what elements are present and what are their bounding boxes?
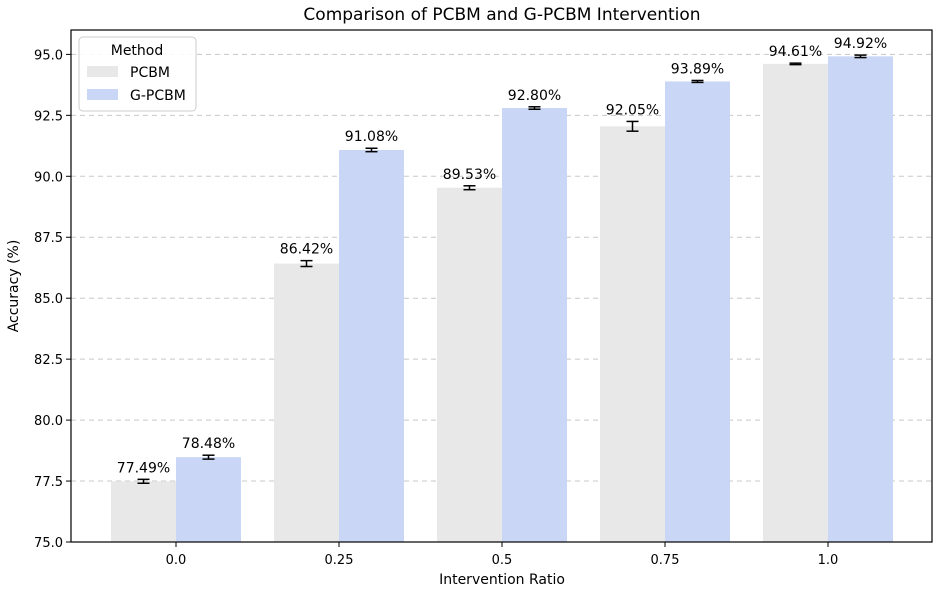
legend-title: Method: [111, 43, 164, 59]
y-axis-title: Accuracy (%): [6, 240, 22, 333]
bar-g-pcbm: [828, 56, 893, 543]
x-axis: 0.0 0.25 0.5 0.75 1.0: [166, 542, 839, 568]
y-tick-label: 75.0: [34, 536, 63, 551]
chart-title: Comparison of PCBM and G-PCBM Interventi…: [303, 5, 700, 25]
error-bar-pcbm: [789, 62, 802, 66]
bar-pcbm: [274, 263, 339, 542]
y-tick-label: 85.0: [34, 292, 63, 307]
x-axis-title: Intervention Ratio: [439, 572, 565, 588]
y-tick-label: 90.0: [34, 170, 63, 185]
bar-pcbm: [763, 63, 828, 542]
bar-g-pcbm: [339, 149, 404, 542]
y-axis: 75.0 77.5 80.0 82.5 85.0 87.5 90.0 92.5 95.0: [34, 48, 71, 551]
error-bar-g-pcbm: [365, 147, 378, 153]
error-bar-pcbm: [137, 478, 150, 484]
legend-swatch-pcbm: [87, 66, 118, 77]
y-tick-label: 82.5: [34, 353, 63, 368]
error-bar-pcbm: [300, 259, 313, 268]
data-label-g-pcbm: 92.80%: [508, 88, 561, 104]
y-tick-label: 92.5: [34, 109, 63, 124]
x-tick-label: 0.75: [651, 553, 680, 568]
data-label-pcbm: 77.49%: [117, 460, 170, 476]
y-tick-label: 95.0: [34, 48, 63, 63]
y-tick-label: 80.0: [34, 414, 63, 429]
error-bars: [137, 54, 867, 484]
error-bar-g-pcbm: [854, 54, 867, 59]
bar-g-pcbm: [502, 108, 567, 543]
error-bar-pcbm: [626, 120, 639, 132]
bar-pcbm: [111, 481, 176, 542]
bar-pcbm: [600, 126, 665, 543]
error-bar-pcbm: [463, 185, 476, 191]
error-bar-g-pcbm: [202, 454, 215, 460]
x-tick-label: 0.0: [166, 553, 187, 568]
bar-pcbm: [437, 187, 502, 543]
data-label-g-pcbm: 91.08%: [345, 129, 398, 145]
x-tick-label: 0.25: [325, 553, 354, 568]
data-label-pcbm: 94.61%: [769, 44, 822, 60]
data-labels: 77.49% 86.42% 89.53% 92.05% 94.61% 78.48% 91.0…: [117, 36, 887, 476]
legend-swatch-g-pcbm: [87, 89, 118, 100]
legend-label-pcbm: PCBM: [130, 65, 170, 81]
data-label-g-pcbm: 94.92%: [834, 36, 887, 52]
error-bar-g-pcbm: [528, 106, 541, 110]
error-bar-g-pcbm: [691, 79, 704, 84]
y-tick-label: 77.5: [34, 475, 63, 490]
bars: [111, 56, 893, 543]
x-tick-label: 1.0: [818, 553, 839, 568]
legend: Method PCBM G-PCBM: [78, 36, 197, 112]
data-label-pcbm: 89.53%: [443, 167, 496, 183]
data-label-g-pcbm: 78.48%: [182, 436, 235, 452]
bar-g-pcbm: [665, 81, 730, 542]
data-label-g-pcbm: 93.89%: [671, 61, 724, 77]
legend-label-g-pcbm: G-PCBM: [130, 88, 186, 104]
x-tick-label: 0.5: [492, 553, 513, 568]
bar-g-pcbm: [176, 457, 241, 542]
y-tick-label: 87.5: [34, 231, 63, 246]
data-label-pcbm: 92.05%: [606, 102, 659, 118]
data-label-pcbm: 86.42%: [280, 242, 333, 258]
